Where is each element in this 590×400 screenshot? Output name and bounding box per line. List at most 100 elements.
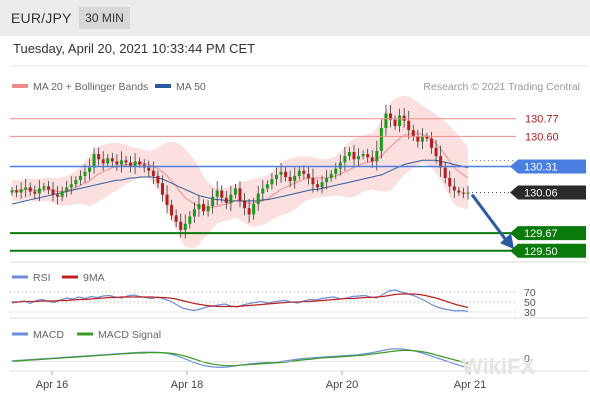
candle-body: [65, 187, 69, 192]
candle-body: [398, 115, 402, 126]
x-tick-label: Apr 18: [171, 379, 203, 391]
candle-body: [165, 194, 169, 206]
candle-body: [252, 204, 256, 215]
rsi-tick-label: 70: [524, 287, 536, 299]
chart-header: EUR/JPY 30 MIN: [0, 0, 590, 36]
ma20-legend-label: MA 20 + Bollinger Bands: [33, 81, 148, 93]
candle-body: [160, 183, 164, 195]
forecast-arrow-head: [500, 233, 514, 250]
candle-body: [457, 190, 461, 193]
candle-body: [420, 136, 424, 142]
candle-body: [179, 221, 183, 230]
candle-body: [357, 156, 361, 160]
candle-body: [439, 156, 443, 168]
candle-body: [188, 216, 192, 224]
timestamp: Tuesday, April 20, 2021 10:33:44 PM CET: [13, 41, 256, 56]
research-credit: Research © 2021 Trading Central: [423, 81, 580, 93]
candle-body: [416, 136, 420, 142]
candle-body: [338, 162, 342, 169]
candle-body: [19, 189, 23, 193]
current-price-tag: [510, 185, 586, 200]
candle-body: [147, 167, 151, 171]
candle-body: [370, 157, 374, 162]
candle-body: [88, 167, 92, 172]
candle-body: [115, 161, 119, 165]
levels-layer: 130.77 130.60 130.31 130.06 129.67 129.50: [10, 114, 586, 258]
candle-body: [133, 161, 137, 167]
candle-body: [238, 188, 242, 201]
candle-body: [279, 171, 283, 175]
candle-body: [274, 174, 278, 180]
candle-body: [197, 204, 201, 210]
pivot-price-label: 130.31: [524, 162, 558, 174]
rsi-tick-label: 30: [524, 307, 536, 319]
candle-body: [352, 152, 356, 160]
candle-body: [129, 162, 133, 167]
candle-body: [192, 209, 196, 217]
candle-body: [138, 161, 142, 165]
candle-body: [202, 204, 206, 212]
candle-body: [15, 190, 19, 193]
candle-body: [379, 128, 383, 151]
9ma-line: [12, 293, 469, 309]
candle-body: [110, 158, 114, 162]
candle-body: [60, 191, 64, 197]
candle-body: [69, 184, 73, 188]
ma50-legend-label: MA 50: [176, 81, 206, 93]
candle-body: [233, 188, 237, 195]
candles-layer: [10, 95, 470, 248]
candle-body: [124, 160, 128, 163]
candle-body: [256, 193, 260, 204]
forecast-arrow: [470, 193, 508, 242]
candle-body: [74, 180, 78, 185]
rsi-tick-label: 50: [524, 297, 536, 309]
candle-body: [288, 176, 292, 182]
candle-body: [220, 190, 224, 198]
candle-body: [302, 170, 306, 174]
candle-body: [347, 152, 351, 157]
candle-body: [293, 175, 297, 182]
x-tick-label: Apr 20: [326, 379, 358, 391]
currency-pair-label: EUR/JPY: [11, 10, 72, 26]
candle-body: [151, 170, 155, 176]
candle-body: [375, 150, 379, 162]
candle-body: [270, 179, 274, 185]
support-price-label: 129.67: [524, 228, 558, 240]
candle-body: [311, 178, 315, 185]
timeframe-button[interactable]: 30 MIN: [79, 7, 130, 29]
candle-body: [170, 205, 174, 216]
candle-body: [33, 191, 37, 194]
candle-body: [443, 167, 447, 178]
rsi-line: [11, 289, 469, 313]
candle-body: [425, 136, 429, 139]
candle-body: [215, 190, 219, 197]
candle-body: [402, 115, 406, 121]
candle-body: [78, 175, 82, 181]
macd-signal-legend-label: MACD Signal: [98, 329, 161, 341]
candle-body: [211, 196, 215, 207]
candle-body: [247, 208, 251, 215]
candle-body: [306, 173, 310, 178]
candle-body: [384, 113, 388, 129]
candle-body: [430, 138, 434, 148]
candle-body: [183, 223, 187, 230]
candle-body: [10, 190, 14, 193]
resistance-label: 130.77: [525, 114, 559, 126]
candle-body: [334, 168, 338, 174]
candle-body: [407, 120, 411, 131]
candle-body: [46, 186, 50, 190]
candle-body: [229, 194, 233, 203]
candle-body: [393, 119, 397, 126]
candle-body: [284, 171, 288, 177]
macd-legend-label: MACD: [33, 329, 64, 341]
candle-body: [24, 187, 28, 190]
macd-pane: 0: [10, 348, 530, 369]
candle-body: [106, 158, 110, 164]
support-price-tag: [510, 243, 586, 258]
candle-body: [388, 113, 392, 120]
candle-body: [37, 188, 41, 194]
x-tick-label: Apr 21: [454, 379, 486, 391]
candle-body: [343, 156, 347, 163]
